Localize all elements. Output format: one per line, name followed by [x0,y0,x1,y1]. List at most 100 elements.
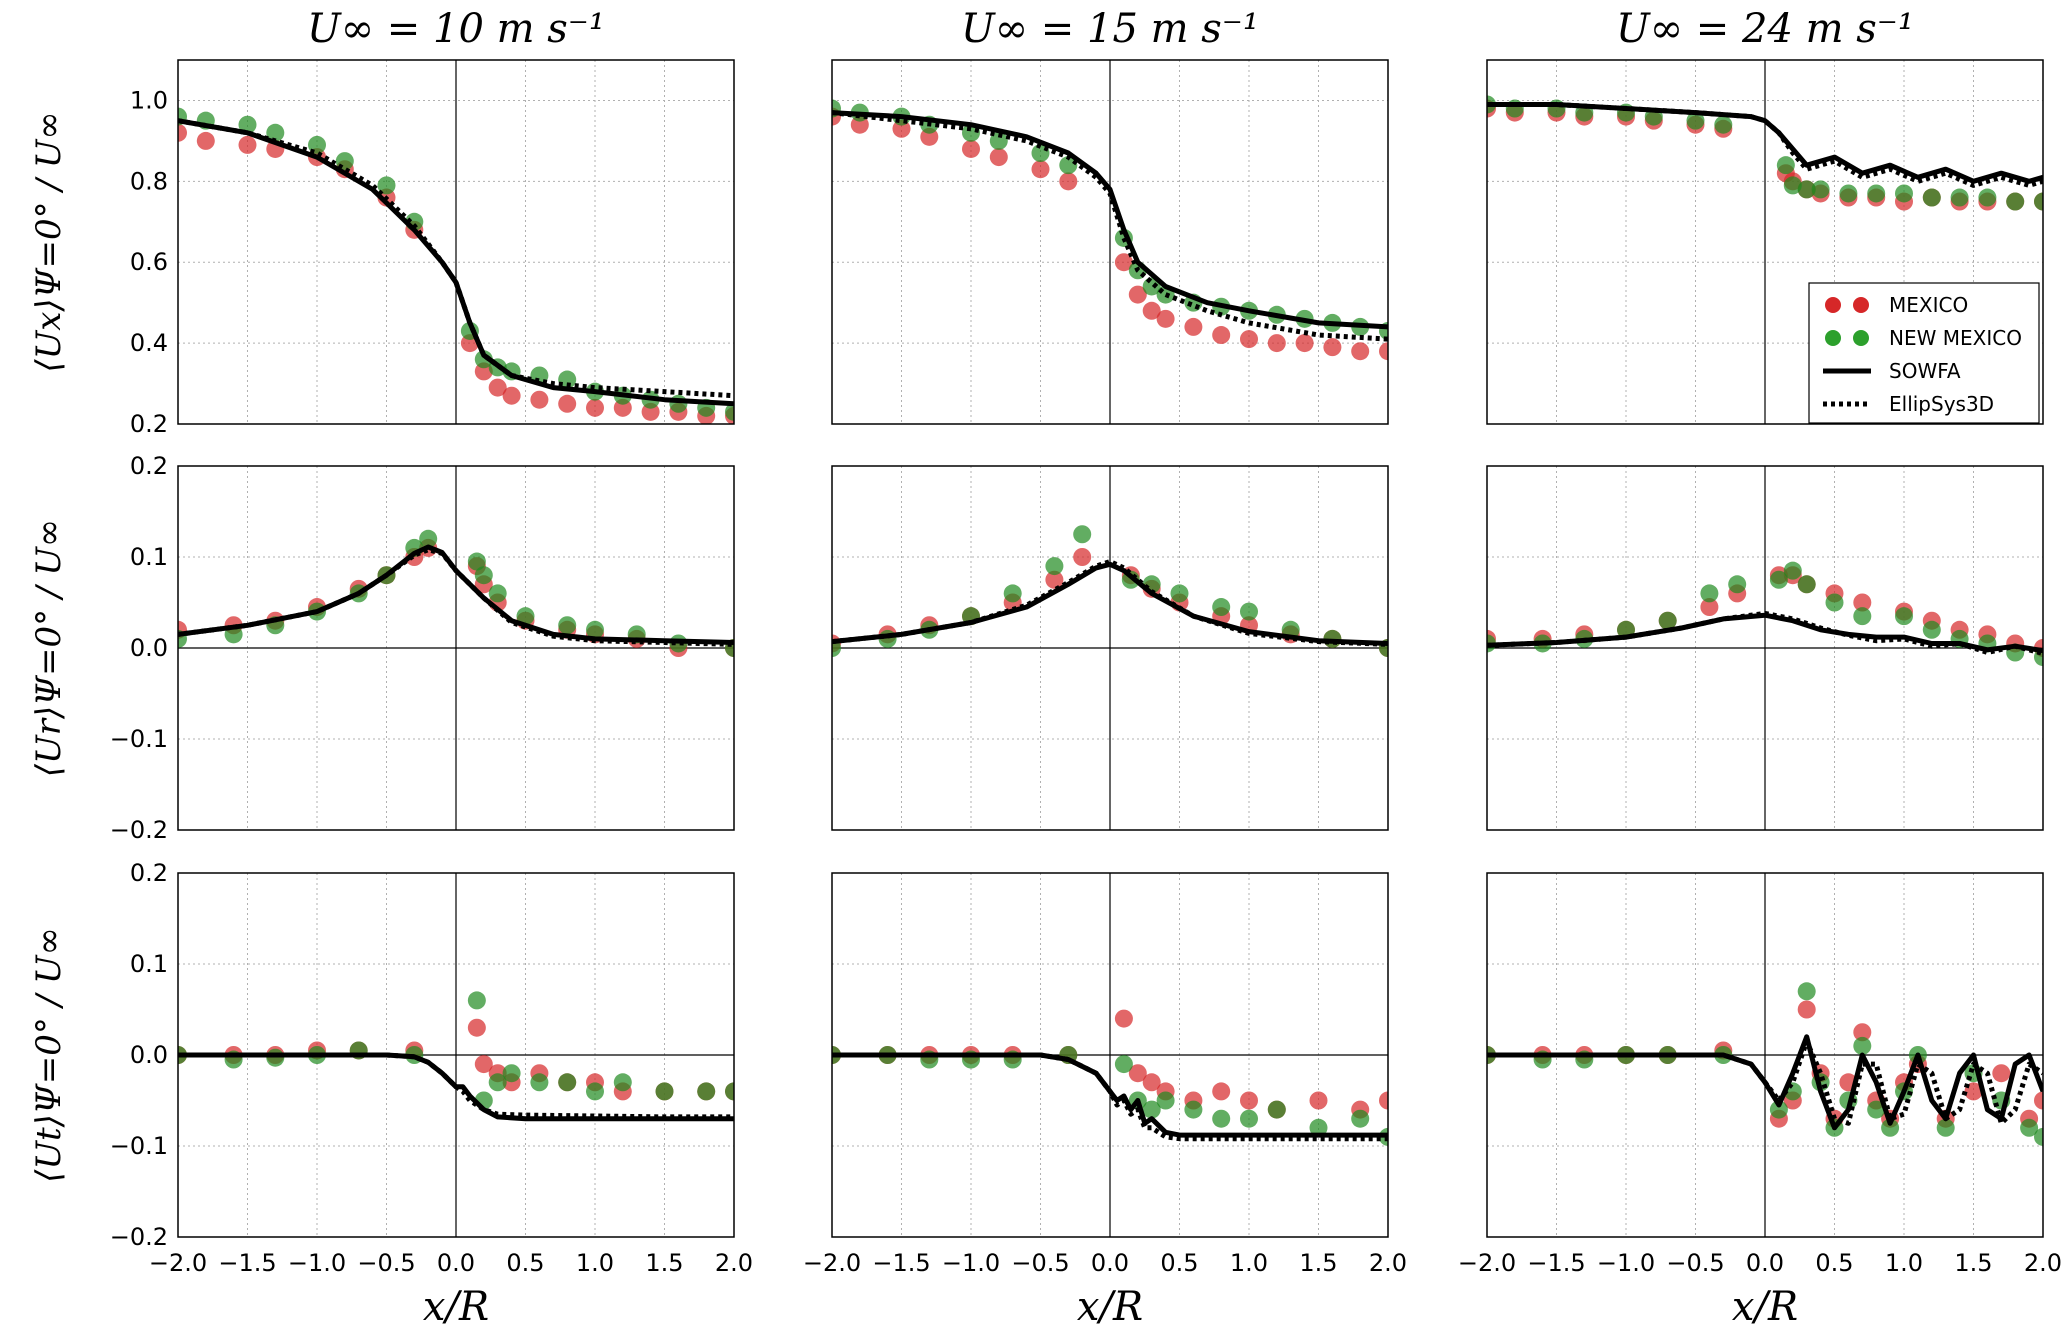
data-point-new-mexico [1003,584,1022,603]
y-axis-label: ⟨Ux⟩Ψ=0° / U∞ [29,111,69,372]
x-tick-label: 2.0 [1369,1249,1407,1277]
data-point-new-mexico [1184,1100,1203,1119]
data-point-mexico [1853,1023,1872,1042]
data-point-mexico [1114,1009,1133,1028]
legend-marker [1825,297,1841,313]
y-tick-label: −0.2 [110,1223,168,1251]
data-point-mexico [1212,326,1231,345]
data-point-new-mexico [725,1082,734,1101]
data-point-new-mexico [467,991,486,1010]
data-point-mexico [1128,285,1147,304]
data-point-new-mexico [266,1048,285,1067]
data-point-new-mexico [697,1082,716,1101]
data-point-mexico [1267,334,1286,353]
data-point-mexico [467,1018,486,1037]
column-title: U∞ = 10 m s⁻¹ [307,6,605,52]
data-point-new-mexico [1950,188,1969,207]
data-point-new-mexico [1839,184,1858,203]
panel-r2c2: −2.0 −1.5 −1.0 −0.5 0.0 0.5 1.0 1.5 2.0 x/R [1458,872,2062,1330]
data-point-new-mexico [502,1064,521,1083]
data-point-new-mexico [377,176,396,195]
data-point-new-mexico [1142,277,1161,296]
data-point-new-mexico [1142,1100,1161,1119]
panel-r2c0: −0.2 −0.1 0.0 0.1 0.2 −2.0 −1.5 −1.0 −0.5 0.0 0.5 1… [29,859,753,1330]
column-title: U∞ = 24 m s⁻¹ [1616,6,1914,52]
x-tick-label: 0.5 [506,1249,544,1277]
data-point-new-mexico [1309,1118,1328,1137]
panel-r1c0: −0.2 −0.1 0.0 0.1 0.2 ⟨Ur⟩Ψ=0° / U∞ [29,452,735,844]
data-point-new-mexico [1045,557,1064,576]
data-point-mexico [196,131,215,150]
data-point-new-mexico [1769,570,1788,589]
plot-area [1487,95,2043,211]
data-point-mexico [1700,598,1719,617]
plot-area [178,529,734,657]
x-tick-label: −1.0 [942,1249,1000,1277]
data-point-mexico [2034,1091,2043,1110]
data-point-new-mexico [1853,1036,1872,1055]
data-point-mexico [558,394,577,413]
data-point-mexico [1114,253,1133,272]
data-point-mexico [1128,1064,1147,1083]
data-point-mexico [1240,1091,1258,1110]
y-tick-label: 0.2 [130,410,168,438]
series-line-ellipsys3d [1487,1038,2043,1126]
data-point-mexico [1379,342,1388,361]
data-point-mexico [1142,301,1161,320]
y-tick-label: 0.6 [130,248,168,276]
data-point-mexico [1031,160,1050,179]
data-point-new-mexico [1853,607,1872,626]
data-point-new-mexico [1825,593,1844,612]
data-point-mexico [1323,338,1342,357]
series-line-ellipsys3d [832,1052,1388,1142]
data-point-new-mexico [1881,1118,1900,1137]
data-point-new-mexico [1728,575,1747,594]
axes-frame [177,872,735,1238]
data-point-mexico [1212,1082,1231,1101]
data-point-mexico [1309,1091,1328,1110]
x-tick-label: −1.5 [1527,1249,1585,1277]
plot-area [832,1009,1388,1146]
data-point-new-mexico [1700,584,1719,603]
column-title: U∞ = 15 m s⁻¹ [961,6,1259,52]
series-line-ellipsys3d [832,559,1388,647]
axes-frame [1486,465,2044,831]
x-tick-label: −2.0 [149,1249,207,1277]
plot-area [178,107,734,424]
data-point-new-mexico [238,115,257,134]
data-point-new-mexico [2006,192,2025,211]
data-point-new-mexico [474,350,493,369]
axes-frame [831,465,1389,831]
data-point-new-mexico [1686,111,1705,130]
panel-r0c1: U∞ = 15 m s⁻¹ [831,6,1389,425]
data-point-new-mexico [1922,620,1941,639]
data-point-new-mexico [613,1073,632,1092]
x-tick-label: −1.0 [288,1249,346,1277]
data-point-mexico [1351,342,1370,361]
data-point-mexico [962,139,980,158]
data-point-new-mexico [725,402,734,421]
data-point-new-mexico [558,1073,577,1092]
y-axis-label: ⟨Ut⟩Ψ=0° / U∞ [29,927,69,1183]
y-tick-label: 0.4 [130,329,168,357]
data-point-mexico [1073,548,1092,566]
data-point-new-mexico [669,394,688,413]
data-point-new-mexico [1797,982,1816,1001]
data-point-new-mexico [1895,607,1913,626]
data-point-new-mexico [586,620,604,639]
data-point-mexico [1379,1091,1388,1110]
data-point-new-mexico [1797,575,1816,594]
data-point-new-mexico [1867,184,1886,203]
x-tick-label: 0.0 [437,1249,475,1277]
plot-area [1487,561,2043,667]
data-point-new-mexico [1895,184,1913,203]
x-tick-label: 1.0 [1230,1249,1268,1277]
data-point-mexico [1992,1064,2011,1083]
data-point-new-mexico [1797,180,1816,199]
data-point-mexico [530,390,549,409]
data-point-new-mexico [1073,525,1092,544]
data-point-mexico [1184,317,1203,336]
data-point-new-mexico [266,123,285,142]
x-tick-label: 1.5 [645,1249,683,1277]
